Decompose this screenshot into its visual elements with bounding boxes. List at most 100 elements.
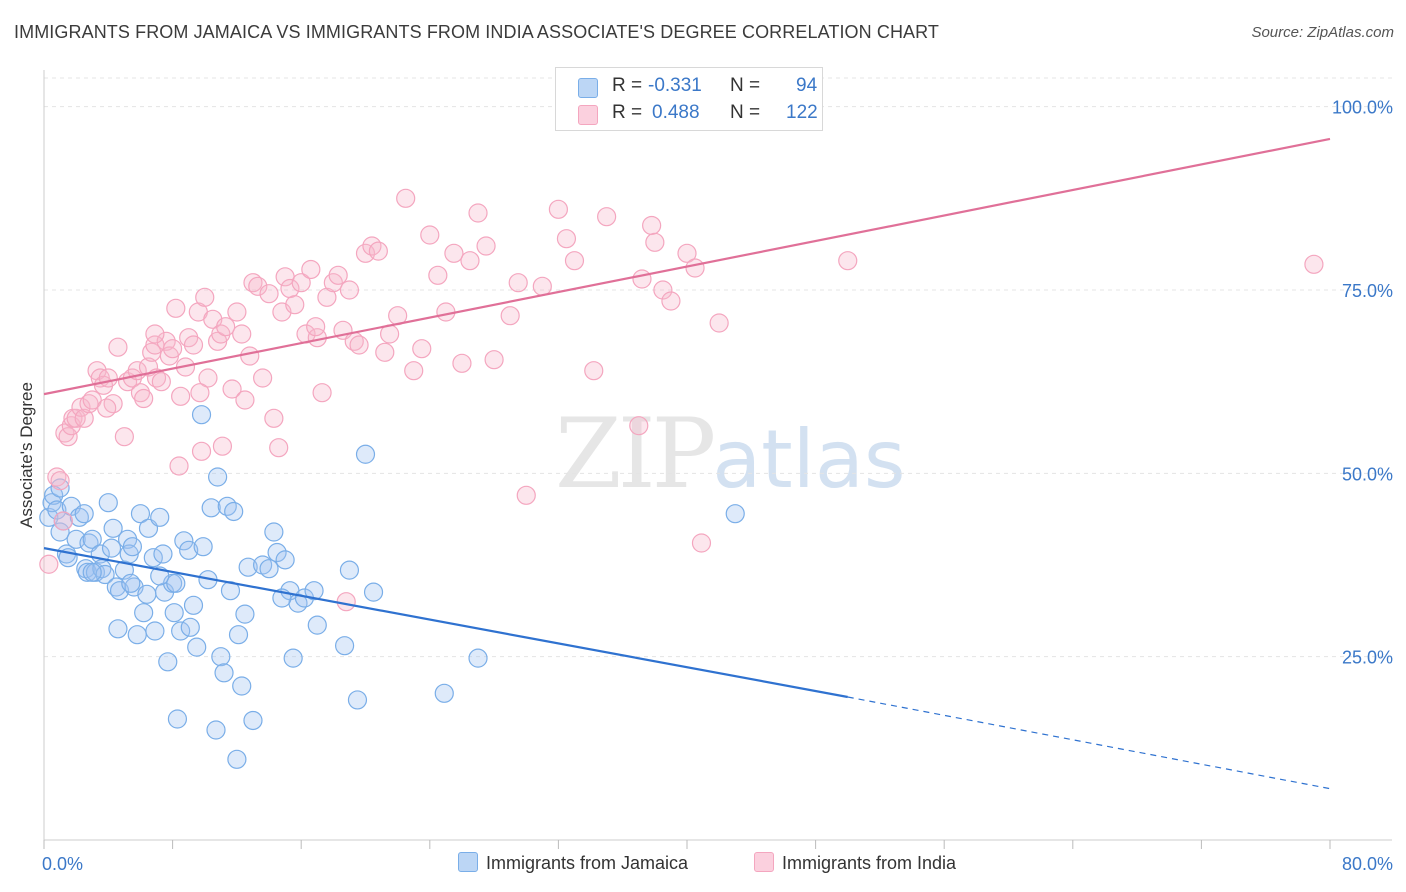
point-india (444, 243, 464, 263)
point-india (500, 306, 520, 326)
point-jamaica (150, 507, 170, 527)
point-india (661, 291, 681, 311)
point-india (428, 265, 448, 285)
point-india (114, 427, 134, 447)
point-jamaica (171, 621, 191, 641)
bottom-legend-swatch-jamaica (458, 852, 478, 872)
point-jamaica (180, 617, 200, 637)
point-india (532, 276, 552, 296)
point-india (74, 408, 94, 428)
point-india (328, 265, 348, 285)
y-tick-label: 75.0% (1342, 281, 1393, 301)
point-india (53, 511, 73, 531)
legend-n-value: 94 (796, 75, 818, 96)
point-india (134, 388, 154, 409)
point-india (301, 259, 321, 280)
point-india (50, 471, 70, 491)
point-india (191, 441, 212, 461)
point-jamaica (47, 500, 67, 520)
trend-lines (43, 137, 1331, 790)
point-india (58, 427, 78, 447)
x-tick-label: 80.0% (1342, 854, 1393, 874)
point-jamaica (137, 584, 157, 604)
point-india (253, 368, 273, 388)
point-jamaica (166, 573, 186, 593)
point-india (55, 423, 75, 443)
point-india (166, 298, 186, 318)
point-jamaica (335, 636, 355, 656)
point-india (677, 243, 697, 263)
point-jamaica (217, 496, 237, 516)
point-india (584, 361, 604, 381)
point-jamaica (153, 544, 173, 564)
point-india (82, 390, 102, 410)
point-jamaica (191, 405, 212, 425)
point-india (436, 302, 456, 322)
trend-line-india (43, 137, 1331, 396)
point-india (163, 339, 183, 359)
point-jamaica (183, 595, 204, 615)
point-india (368, 241, 388, 261)
point-india (264, 408, 284, 428)
point-india (312, 383, 332, 403)
point-india (508, 273, 528, 293)
axes (43, 70, 1392, 849)
point-india (235, 390, 255, 410)
point-india (232, 324, 252, 344)
bottom-legend-label-jamaica: Immigrants from Jamaica (486, 853, 689, 873)
point-jamaica (164, 603, 184, 623)
point-jamaica (109, 581, 130, 601)
point-jamaica (214, 663, 234, 683)
trend-line-jamaica (43, 547, 848, 699)
source-label: Source: ZipAtlas.com (1251, 24, 1394, 41)
point-jamaica (264, 522, 284, 542)
point-jamaica (259, 559, 279, 579)
point-jamaica (307, 615, 327, 635)
point-india (362, 236, 382, 256)
bottom-legend-swatch-india (754, 852, 774, 872)
point-india (476, 236, 496, 256)
point-india (130, 383, 151, 403)
point-jamaica (253, 555, 273, 575)
point-india (838, 251, 858, 271)
bottom-legend-label-india: Immigrants from India (782, 853, 957, 873)
point-india (39, 554, 59, 574)
point-india (468, 203, 488, 223)
point-india (227, 302, 247, 322)
legend-n-value: 122 (786, 102, 818, 123)
point-jamaica (232, 676, 252, 696)
point-india (291, 273, 311, 293)
point-india (195, 287, 215, 307)
point-india (685, 258, 705, 278)
point-india (248, 276, 268, 296)
point-india (629, 416, 649, 436)
point-jamaica (130, 504, 151, 524)
y-tick-label: 25.0% (1342, 648, 1393, 668)
point-jamaica (235, 604, 255, 624)
y-axis-label: Associate's Degree (17, 382, 36, 528)
point-india (79, 394, 99, 414)
series-india (39, 188, 1324, 612)
point-india (151, 372, 171, 392)
point-india (404, 361, 424, 381)
point-india (375, 342, 395, 362)
point-jamaica (127, 625, 147, 645)
point-jamaica (108, 619, 128, 639)
point-jamaica (158, 652, 178, 672)
point-jamaica (201, 498, 221, 518)
point-jamaica (39, 507, 59, 527)
point-jamaica (363, 582, 384, 602)
point-india (108, 337, 128, 357)
point-india (97, 398, 117, 418)
point-jamaica (206, 720, 226, 740)
point-india (183, 335, 204, 355)
point-india (216, 317, 236, 337)
point-jamaica (227, 749, 247, 769)
point-jamaica (74, 504, 94, 524)
point-india (212, 436, 233, 456)
legend-n-label: N = (730, 102, 761, 123)
y-tick-label: 50.0% (1342, 464, 1393, 484)
point-jamaica (347, 690, 368, 710)
watermark-atlas: atlas (712, 413, 906, 506)
point-india (306, 317, 326, 337)
